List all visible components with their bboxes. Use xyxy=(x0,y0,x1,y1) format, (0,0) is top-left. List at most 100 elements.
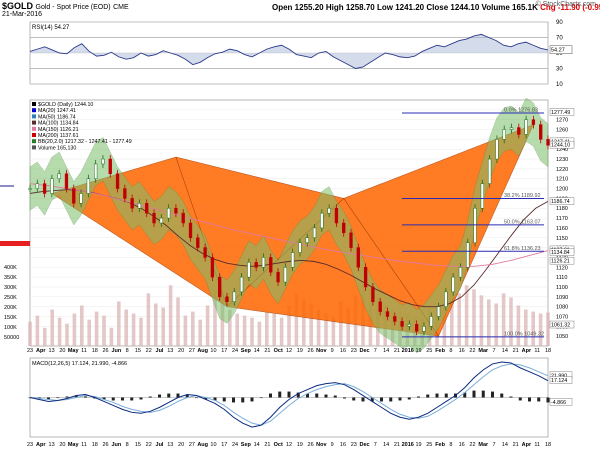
x-axis-label: 20 xyxy=(178,348,184,354)
price-candle xyxy=(531,119,536,125)
volume-bar xyxy=(457,293,461,346)
price-candle xyxy=(539,124,543,140)
price-tick-label: 1210 xyxy=(556,177,568,183)
legend-swatch xyxy=(32,133,36,137)
change-value: Chg -11.90 (-0.95%) xyxy=(540,3,600,12)
x-axis-label: 8 xyxy=(126,442,129,448)
x-axis-label: 14 xyxy=(383,348,389,354)
rsi-tick-label: 90 xyxy=(556,20,563,26)
volume-bar xyxy=(220,297,225,346)
x-axis-label: Apr xyxy=(36,348,46,354)
rsi-tick-label: 30 xyxy=(556,67,563,73)
price-tick-label: 1160 xyxy=(556,226,568,232)
x-axis-label: 7 xyxy=(374,348,377,354)
x-axis-label: Mar xyxy=(478,442,489,448)
x-axis-label: 9 xyxy=(331,348,334,354)
price-tick-label: 1050 xyxy=(556,334,568,340)
x-axis-label: 11 xyxy=(534,348,540,354)
price-value-label: 1061.32 xyxy=(551,323,570,329)
macd-value-label: 17.124 xyxy=(551,378,567,384)
price-candle xyxy=(502,129,506,140)
volume-bar xyxy=(479,295,484,346)
volume-bar xyxy=(250,317,254,346)
macd-line xyxy=(29,361,549,428)
price-candle xyxy=(108,158,112,175)
rsi-value-box xyxy=(549,45,573,54)
price-value-box xyxy=(549,108,575,116)
volume-bar xyxy=(228,309,232,346)
rsi-tick-label: 70 xyxy=(556,36,563,42)
price-candle xyxy=(269,257,273,273)
price-candle xyxy=(145,203,149,214)
macd-histogram-bar xyxy=(250,397,254,402)
ma200-line xyxy=(29,183,549,267)
fib-level-label: 38.2% 1189.92 xyxy=(504,193,541,199)
price-candle xyxy=(152,212,156,224)
macd-value-box xyxy=(549,376,573,384)
volume-bar xyxy=(450,297,454,346)
volume-bar xyxy=(316,309,321,346)
price-candle xyxy=(79,193,83,204)
rsi-tick-label: 10 xyxy=(556,82,563,88)
price-tick-label: 1100 xyxy=(556,285,568,291)
price-tick-label: 1260 xyxy=(556,128,568,134)
price-candle xyxy=(210,257,215,278)
price-candle xyxy=(247,262,251,278)
price-candle xyxy=(458,267,463,278)
x-axis-label: May xyxy=(68,348,80,354)
x-axis-label: 20 xyxy=(59,348,65,354)
x-axis-label: Jun xyxy=(111,442,121,448)
price-candle xyxy=(290,252,295,268)
macd-signal-line xyxy=(29,363,549,426)
x-axis-label: 11 xyxy=(81,442,87,448)
volume-bar xyxy=(80,305,84,346)
macd-histogram-bar xyxy=(167,393,171,398)
price-tick-label: 1230 xyxy=(556,157,568,163)
volume-bar xyxy=(50,309,54,346)
x-axis-label: 17 xyxy=(221,348,227,354)
rsi-line xyxy=(29,33,549,69)
price-candle xyxy=(546,139,550,146)
x-axis-label: 23 xyxy=(27,442,33,448)
macd-histogram-bar xyxy=(463,392,467,398)
price-candle xyxy=(422,326,426,332)
price-tick-label: 1120 xyxy=(556,265,568,271)
fib-level-label: 61.8% 1136.23 xyxy=(504,246,541,252)
macd-value-label: -4.866 xyxy=(551,400,566,406)
x-axis-label: 19 xyxy=(297,442,303,448)
x-axis-label: 24 xyxy=(232,442,238,448)
macd-histogram-bar xyxy=(47,397,50,400)
macd-histogram-bar xyxy=(65,396,69,398)
symbol-label: $GOLD xyxy=(2,1,34,11)
x-axis-label: 21 xyxy=(394,348,400,354)
volume-tick-label: 50000 xyxy=(4,335,19,341)
macd-histogram-bar xyxy=(481,390,485,398)
price-tick-label: 1240 xyxy=(556,147,568,153)
price-tick-label: 1220 xyxy=(556,167,568,173)
x-axis-label: 13 xyxy=(167,442,173,448)
price-candle xyxy=(276,271,280,283)
price-candle xyxy=(159,217,163,224)
macd-histogram-bar xyxy=(111,397,115,401)
price-candle xyxy=(115,173,120,189)
x-axis-label: 19 xyxy=(415,442,421,448)
price-candle xyxy=(130,198,134,209)
price-candle xyxy=(218,276,222,298)
x-axis-label: 16 xyxy=(340,442,346,448)
volume-bar xyxy=(294,293,299,346)
volume-bar xyxy=(487,299,491,346)
macd-histogram-bar xyxy=(528,397,531,402)
macd-histogram-bar xyxy=(176,393,180,398)
legend-swatch xyxy=(32,102,36,106)
volume-bar xyxy=(94,311,99,346)
exchange-label: CME xyxy=(113,4,129,11)
legend-entry: MA(150) 1126.21 xyxy=(38,127,79,133)
volume-bar xyxy=(257,321,262,346)
volume-tick-label: 250K xyxy=(4,295,17,301)
price-candle xyxy=(517,127,521,135)
price-candle xyxy=(342,222,346,234)
macd-histogram-bar xyxy=(204,397,208,400)
price-candle xyxy=(509,127,514,130)
chart-header: $GOLD Gold - Spot Price (EOD) CME 21-Mar… xyxy=(0,0,600,22)
price-value-label: 1134.84 xyxy=(551,250,570,256)
